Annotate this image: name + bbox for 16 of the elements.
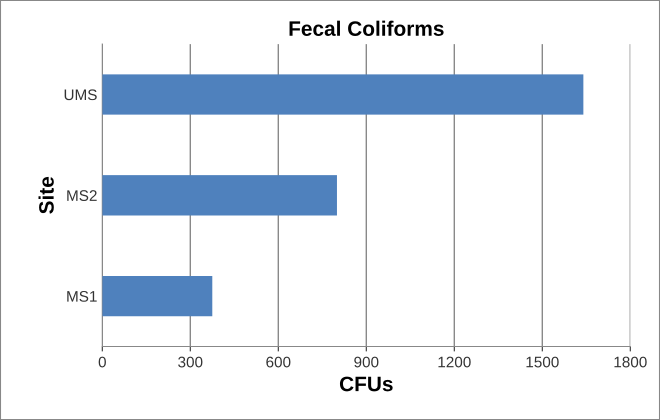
y-tick-label: MS1 <box>67 290 97 302</box>
x-tick-label: 0 <box>98 356 106 368</box>
y-axis-title: Site <box>38 176 54 214</box>
bar <box>102 74 584 115</box>
x-tick-label: 1800 <box>614 356 647 368</box>
x-tick-label: 600 <box>266 356 290 368</box>
y-tick-label: UMS <box>64 89 97 100</box>
bar <box>102 276 212 316</box>
x-tick-label: 1200 <box>438 356 471 368</box>
bar <box>102 175 337 216</box>
x-tick-label: 1500 <box>526 356 559 368</box>
x-tick-label: 300 <box>178 356 202 368</box>
x-tick-label: 900 <box>354 356 378 368</box>
y-tick-label: MS2 <box>67 190 97 201</box>
x-axis-title: CFUs <box>340 376 393 392</box>
chart-title: Fecal Coliforms <box>290 20 444 36</box>
